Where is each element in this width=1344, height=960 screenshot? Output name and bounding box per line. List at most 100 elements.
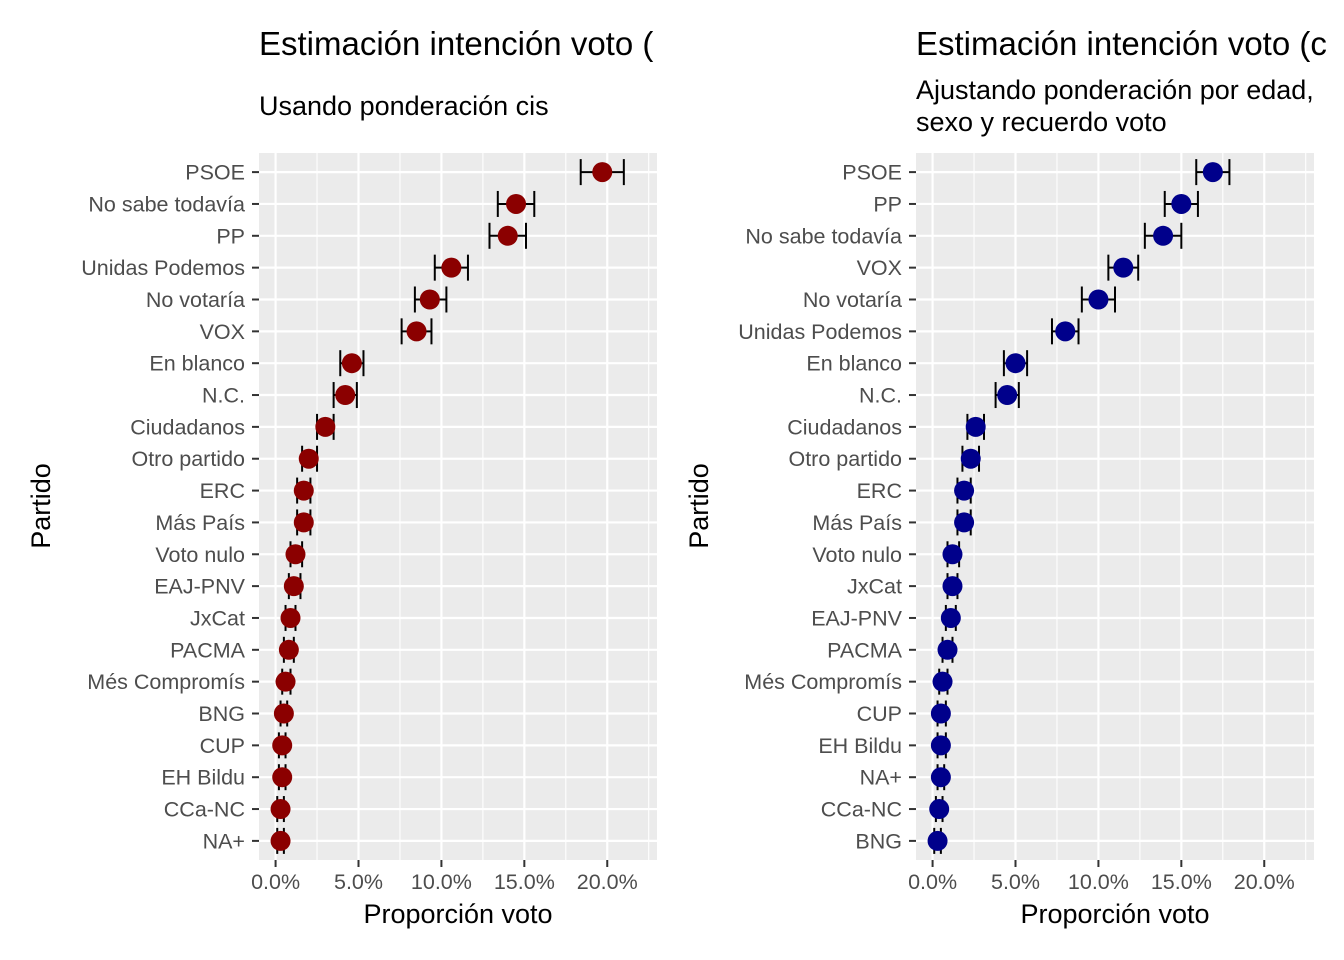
- data-point: [1202, 162, 1223, 183]
- data-point: [335, 385, 356, 406]
- y-tick-label: BNG: [198, 702, 245, 726]
- y-tick-label: Més Compromís: [87, 670, 245, 694]
- y-tick-label: EH Bildu: [818, 734, 902, 758]
- left-plot-background: [259, 153, 657, 860]
- x-tick-label: 20.0%: [1234, 870, 1295, 894]
- y-tick-label: EAJ-PNV: [154, 575, 245, 599]
- x-tick-label: 0.0%: [251, 870, 300, 894]
- data-point: [942, 544, 963, 565]
- y-tick-label: PACMA: [827, 638, 903, 662]
- y-tick-label: PP: [873, 192, 902, 216]
- data-point: [937, 639, 958, 660]
- data-point: [419, 289, 440, 310]
- y-tick-label: Más País: [812, 511, 902, 535]
- data-point: [278, 639, 299, 660]
- y-tick-label: No votaría: [803, 288, 902, 312]
- right-plot-background: [916, 153, 1314, 860]
- y-tick-label: ERC: [200, 479, 245, 503]
- y-tick-label: Voto nulo: [155, 543, 245, 567]
- x-tick-label: 15.0%: [1151, 870, 1212, 894]
- data-point: [506, 193, 527, 214]
- left-marks: [270, 159, 625, 854]
- y-tick-label: Unidas Podemos: [738, 320, 902, 344]
- x-tick-label: 10.0%: [1068, 870, 1129, 894]
- data-point: [272, 735, 293, 756]
- y-tick-label: ERC: [857, 479, 902, 503]
- data-point: [954, 480, 975, 501]
- data-point: [273, 703, 294, 724]
- data-point: [270, 830, 291, 851]
- y-tick-label: CUP: [857, 702, 902, 726]
- data-point: [940, 607, 961, 628]
- y-tick-label: PSOE: [185, 161, 245, 185]
- y-tick-label: JxCat: [190, 606, 245, 630]
- data-point: [927, 830, 948, 851]
- right-x-axis: 0.0% 5.0% 10.0% 15.0% 20.0%: [908, 860, 1295, 894]
- data-point: [406, 321, 427, 342]
- data-point: [1153, 225, 1174, 246]
- y-tick-label: Voto nulo: [812, 543, 902, 567]
- left-chart-title: Estimación intención voto (: [259, 25, 653, 62]
- y-tick-label: Ciudadanos: [130, 415, 245, 439]
- y-tick-label: No votaría: [146, 288, 245, 312]
- y-tick-label: NA+: [860, 766, 902, 790]
- data-point: [1055, 321, 1076, 342]
- right-grid: [916, 153, 1314, 860]
- data-point: [341, 353, 362, 374]
- y-tick-label: Ciudadanos: [787, 415, 902, 439]
- y-tick-label: PACMA: [170, 638, 246, 662]
- right-chart-subtitle-line-2: sexo y recuerdo voto: [916, 107, 1167, 137]
- right-chart-subtitle-line-1: Ajustando ponderación por edad,: [916, 75, 1314, 105]
- data-point: [1088, 289, 1109, 310]
- y-tick-label: CUP: [200, 734, 245, 758]
- data-point: [283, 576, 304, 597]
- data-point: [270, 799, 291, 820]
- left-x-axis-title: Proporción voto: [363, 899, 552, 929]
- y-tick-label: JxCat: [847, 575, 902, 599]
- y-tick-label: BNG: [855, 829, 902, 853]
- right-chart-panel: Estimación intención voto (c Ajustando p…: [684, 25, 1327, 929]
- y-tick-label: Otro partido: [131, 447, 245, 471]
- y-tick-label: En blanco: [806, 352, 902, 376]
- data-point: [285, 544, 306, 565]
- left-chart-panel: Estimación intención voto ( Usando ponde…: [26, 25, 657, 929]
- left-chart-subtitle-line-1: Usando ponderación cis: [259, 91, 549, 121]
- y-tick-label: Más País: [155, 511, 245, 535]
- data-point: [997, 385, 1018, 406]
- data-point: [293, 480, 314, 501]
- data-point: [497, 225, 518, 246]
- y-tick-label: Otro partido: [788, 447, 902, 471]
- right-chart-title: Estimación intención voto (c: [916, 25, 1327, 62]
- y-tick-label: No sabe todavía: [88, 192, 245, 216]
- y-tick-label: PSOE: [842, 161, 902, 185]
- data-point: [930, 703, 951, 724]
- data-point: [1113, 257, 1134, 278]
- right-x-axis-title: Proporción voto: [1020, 899, 1209, 929]
- y-tick-label: Més Compromís: [744, 670, 902, 694]
- data-point: [932, 671, 953, 692]
- data-point: [315, 416, 336, 437]
- y-tick-label: N.C.: [202, 384, 245, 408]
- data-point: [298, 448, 319, 469]
- y-tick-label: CCa-NC: [821, 798, 902, 822]
- y-tick-label: No sabe todavía: [745, 224, 902, 248]
- data-point: [929, 799, 950, 820]
- data-point: [280, 607, 301, 628]
- data-point: [930, 767, 951, 788]
- data-point: [592, 162, 613, 183]
- left-y-axis: PSOE No sabe todavía PP Unidas Podemos No vo…: [81, 161, 259, 853]
- data-point: [942, 576, 963, 597]
- x-tick-label: 5.0%: [334, 870, 383, 894]
- x-tick-label: 0.0%: [908, 870, 957, 894]
- right-y-axis-title: Partido: [684, 463, 714, 549]
- left-x-axis: 0.0% 5.0% 10.0% 15.0% 20.0%: [251, 860, 638, 894]
- y-tick-label: En blanco: [149, 352, 245, 376]
- x-tick-label: 5.0%: [991, 870, 1040, 894]
- x-tick-label: 10.0%: [411, 870, 472, 894]
- x-tick-label: 20.0%: [577, 870, 638, 894]
- left-y-axis-title: Partido: [26, 463, 56, 549]
- data-point: [965, 416, 986, 437]
- y-tick-label: VOX: [857, 256, 902, 280]
- data-point: [272, 767, 293, 788]
